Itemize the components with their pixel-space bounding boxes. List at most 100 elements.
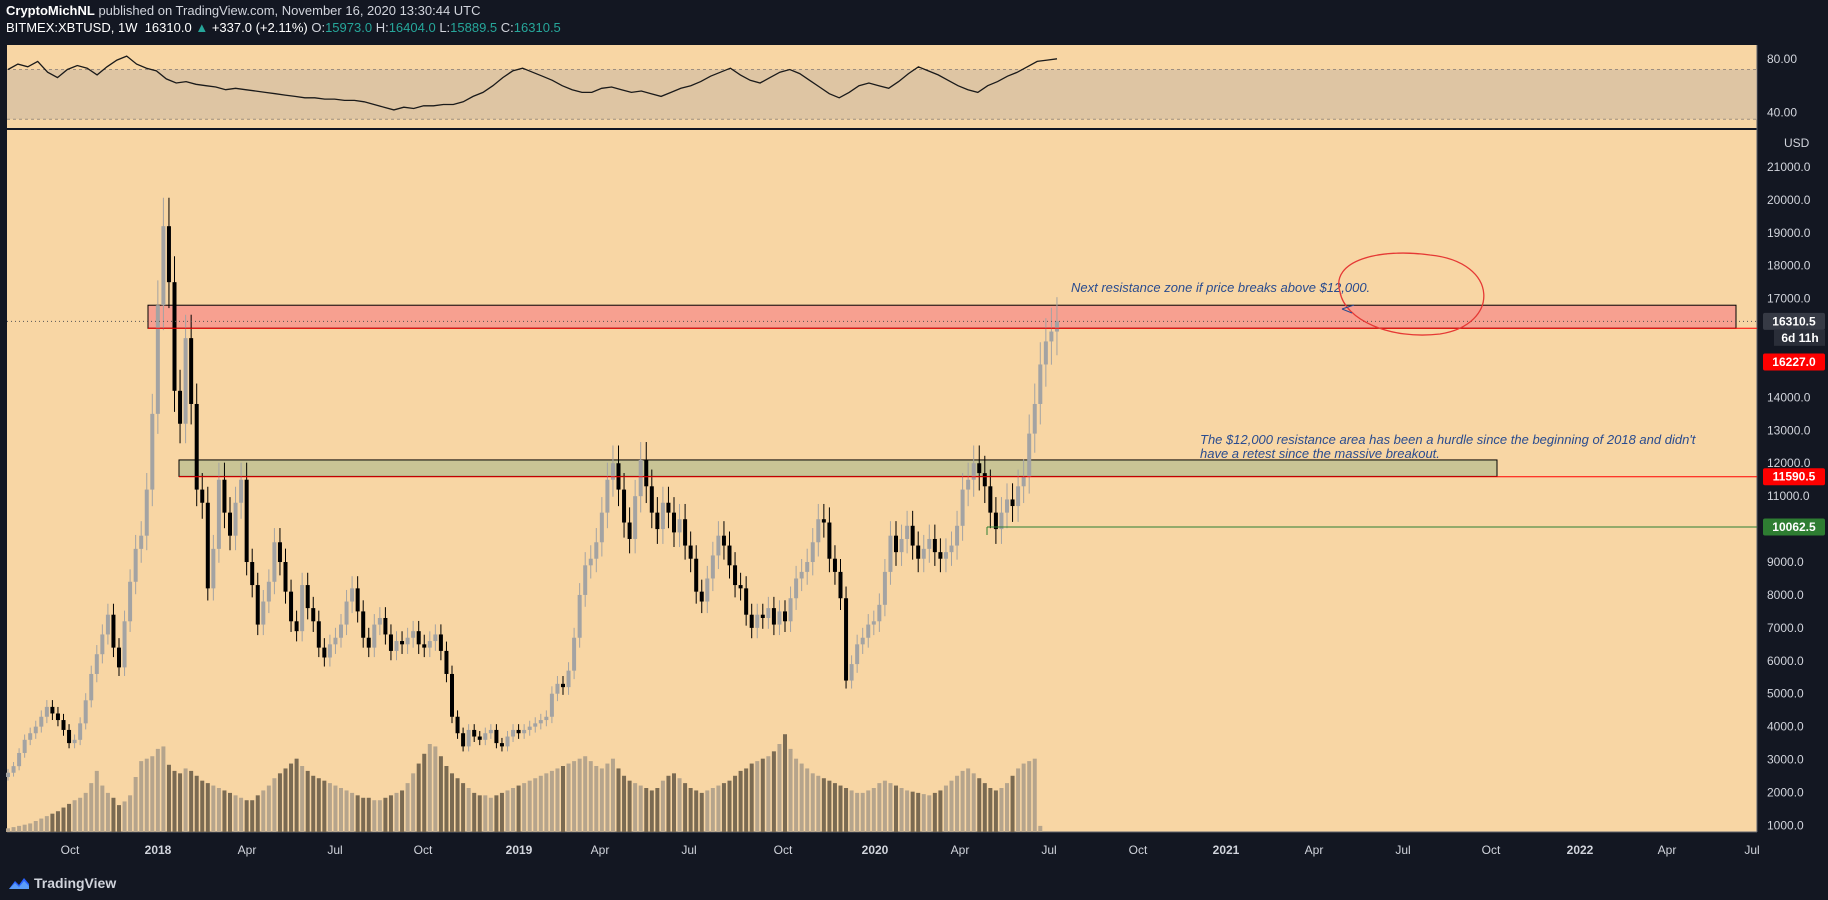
volume-bar	[644, 788, 649, 832]
volume-bar	[827, 780, 832, 832]
volume-bar	[566, 763, 571, 832]
candle-body	[583, 565, 588, 595]
time-tick-label: 2021	[1213, 843, 1240, 857]
time-tick-label: 2019	[506, 843, 533, 857]
candle-body	[100, 634, 105, 655]
candle-body	[172, 282, 177, 391]
price-tick-label: 6000.0	[1767, 654, 1804, 668]
volume-bar	[494, 795, 499, 832]
candle-body	[355, 588, 360, 612]
volume-bar	[89, 783, 94, 832]
time-tick-label: Apr	[951, 843, 970, 857]
volume-bar	[860, 792, 865, 832]
volume-bar	[855, 792, 860, 832]
time-tick-label: Apr	[1658, 843, 1677, 857]
volume-bar	[672, 773, 676, 832]
volume-bar	[588, 761, 593, 832]
volume-bar	[683, 783, 688, 832]
volume-bar	[594, 766, 599, 832]
volume-bar	[727, 780, 732, 832]
volume-bar	[699, 792, 704, 832]
price-tick-label: 21000.0	[1767, 160, 1811, 174]
time-tick-label: Oct	[774, 843, 793, 857]
volume-bar	[677, 778, 682, 832]
candle-body	[677, 519, 682, 533]
price-tick-label: 12000.0	[1767, 456, 1811, 470]
volume-bar	[960, 770, 965, 832]
symbol-label[interactable]: BITMEX:XBTUSD, 1W	[6, 20, 138, 35]
candle-body	[949, 545, 954, 553]
candle-body	[899, 538, 904, 553]
volume-bar	[283, 768, 288, 832]
candle-body	[633, 496, 638, 539]
tradingview-logo-icon[interactable]	[8, 876, 30, 890]
price-tick-label: 20000.0	[1767, 193, 1811, 207]
time-tick-label: Jul	[1744, 843, 1759, 857]
volume-bar	[533, 778, 538, 832]
candle-body	[660, 502, 665, 530]
volume-bar	[189, 770, 194, 832]
candle-body	[738, 585, 743, 589]
volume-bar	[810, 773, 815, 832]
volume-bar	[488, 797, 493, 832]
candle-body	[844, 598, 849, 681]
candle-body	[233, 502, 238, 536]
volume-bar	[544, 773, 549, 832]
candle-body	[322, 647, 327, 658]
candle-body	[111, 614, 116, 648]
open-label: O:	[311, 20, 326, 35]
candle-body	[228, 512, 232, 536]
candle-body	[683, 519, 688, 546]
volume-bar	[627, 780, 632, 832]
candle-body	[316, 621, 321, 648]
volume-bar	[705, 790, 710, 832]
volume-bar	[821, 778, 826, 832]
publish-info: published on TradingView.com, November 1…	[94, 3, 481, 18]
volume-bar	[355, 795, 360, 832]
horizontal-lines[interactable]	[7, 320, 1757, 536]
candle-body	[627, 522, 632, 539]
volume-bar	[622, 775, 627, 832]
volume-bars	[6, 734, 1043, 832]
note-lower-zone-line1: The $12,000 resistance area has been a h…	[1200, 432, 1697, 447]
candle-body	[294, 621, 299, 632]
low-label: L:	[439, 20, 451, 35]
chart-area[interactable]: 80.00 40.00 Next resistance zone if price…	[0, 0, 1828, 870]
candle-body	[155, 305, 160, 414]
volume-bar	[433, 746, 438, 832]
candle-body	[166, 226, 171, 283]
volume-bar	[438, 756, 443, 832]
volume-bar	[805, 768, 810, 832]
volume-bar	[72, 800, 77, 832]
candle-body	[311, 608, 316, 622]
price-badge-text: 16310.5	[1772, 314, 1816, 328]
volume-bar	[688, 788, 693, 832]
candle-body	[977, 463, 982, 474]
volume-bar	[760, 758, 765, 832]
volume-bar	[738, 770, 743, 832]
candle-body	[783, 611, 787, 622]
tradingview-brand[interactable]: TradingView	[34, 875, 117, 891]
candle-body	[194, 403, 199, 490]
candle-body	[61, 720, 66, 730]
candle-body	[688, 545, 693, 559]
candle-body	[638, 459, 643, 497]
candle-body	[277, 542, 282, 563]
price-tick-label: 4000.0	[1767, 720, 1804, 734]
candle-body	[938, 552, 943, 559]
price-tick-label: 1000.0	[1767, 818, 1804, 832]
last-price: 16310.0	[144, 20, 192, 35]
time-tick-label: Apr	[591, 843, 610, 857]
candle-body	[561, 683, 565, 688]
author-name[interactable]: CryptoMichNL	[6, 3, 95, 18]
volume-bar	[527, 780, 532, 832]
candle-body	[222, 479, 227, 513]
time-axis[interactable]: Oct 2018 Apr Jul Oct 2019 Apr Jul Oct 2020 Apr Jul O…	[61, 843, 1760, 857]
candle-body	[1010, 499, 1015, 507]
volume-bar	[11, 827, 16, 832]
candle-body	[827, 522, 832, 559]
price-axis[interactable]: 1000.0 2000.0 3000.0 4000.0 5000.0 6000.0 7000…	[1767, 136, 1811, 832]
oscillator-tick-label: 80.00	[1767, 52, 1797, 66]
volume-bar	[17, 825, 22, 832]
time-tick-label: Oct	[414, 843, 433, 857]
